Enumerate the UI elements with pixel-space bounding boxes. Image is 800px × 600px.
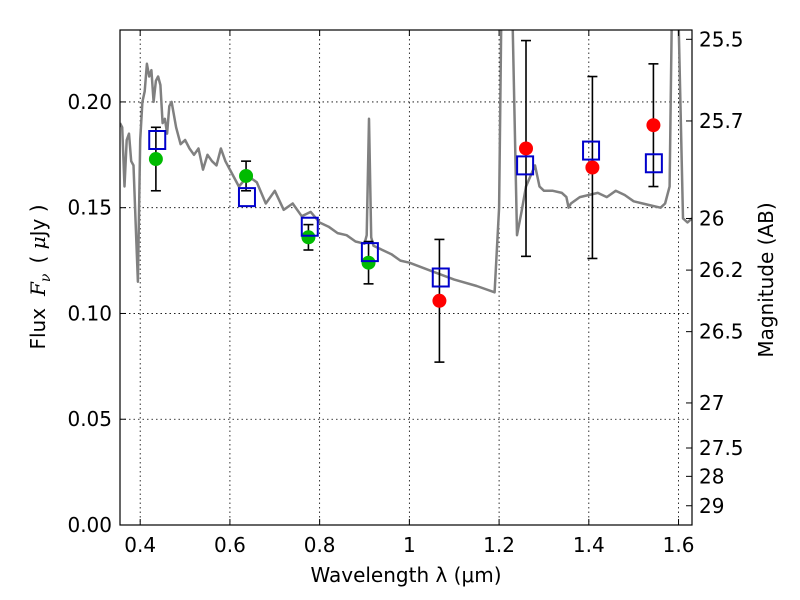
x-tick-label: 0.4 [124,533,156,557]
y-axis-label-symbol: F [26,281,50,297]
y-axis-label-unit-open: ( [26,249,50,263]
data-point-circle [646,118,661,133]
y2-tick-label: 26.5 [699,320,744,344]
y-tick-label: 0.20 [67,90,112,114]
axis-tick-labels: 0.4 0.6 0.8 1 1.2 1.4 1.6 0.00 0.05 0.10 0.15 0.20 2… [67,27,743,557]
x-tick-label: 1.4 [573,533,605,557]
x-tick-label: 1.6 [663,533,695,557]
data-point-square [237,187,256,208]
y-axis-label-prefix: Flux [26,308,50,350]
y-tick-label: 0.15 [67,196,112,220]
data-point-circle [361,255,376,270]
data-point-circle [585,160,600,175]
x-tick-label: 0.6 [214,533,246,557]
y-tick-label: 0.00 [67,513,112,537]
axis-ticks [120,30,692,526]
data-point-square [516,155,535,176]
data-point-square [431,267,450,288]
y-tick-label: 0.05 [67,407,112,431]
y2-tick-label: 29 [699,494,724,518]
y2-tick-label: 25.7 [699,109,744,133]
grid-lines [120,30,692,525]
plot-frame [119,29,693,526]
y2-tick-label: 26 [699,206,724,230]
data-point-circle [148,152,163,167]
y-axis-label-unit-mu: μ [26,236,50,249]
x-tick-label: 1 [403,533,416,557]
data-point-square [300,216,319,237]
data-point-circle [519,141,534,156]
data-point-square [360,242,379,263]
y2-tick-label: 28 [699,464,724,488]
y2-tick-label: 27 [699,391,724,415]
x-tick-label: 1.2 [483,533,515,557]
y-axis-label: Flux Fν ( μJy ) [26,204,54,349]
y-tick-label: 0.10 [67,301,112,325]
y2-tick-label: 27.5 [699,436,744,460]
y2-tick-label: 25.5 [699,27,744,51]
y-axis-label-unit-rest: Jy ) [26,204,50,238]
y2-axis-label: Magnitude (AB) [754,202,778,357]
data-point-square [148,130,167,150]
x-tick-label: 0.8 [304,533,336,557]
data-point-circle [239,168,254,183]
data-point-square [582,140,601,161]
y2-tick-label: 26.2 [699,258,744,282]
data-point-circle [301,230,316,245]
data-point-circle [432,293,447,308]
x-axis-label: Wavelength λ (μm) [310,563,501,587]
y-axis-label-subscript: ν [38,273,54,282]
data-point-square [644,153,663,174]
markers-layer [148,118,663,308]
